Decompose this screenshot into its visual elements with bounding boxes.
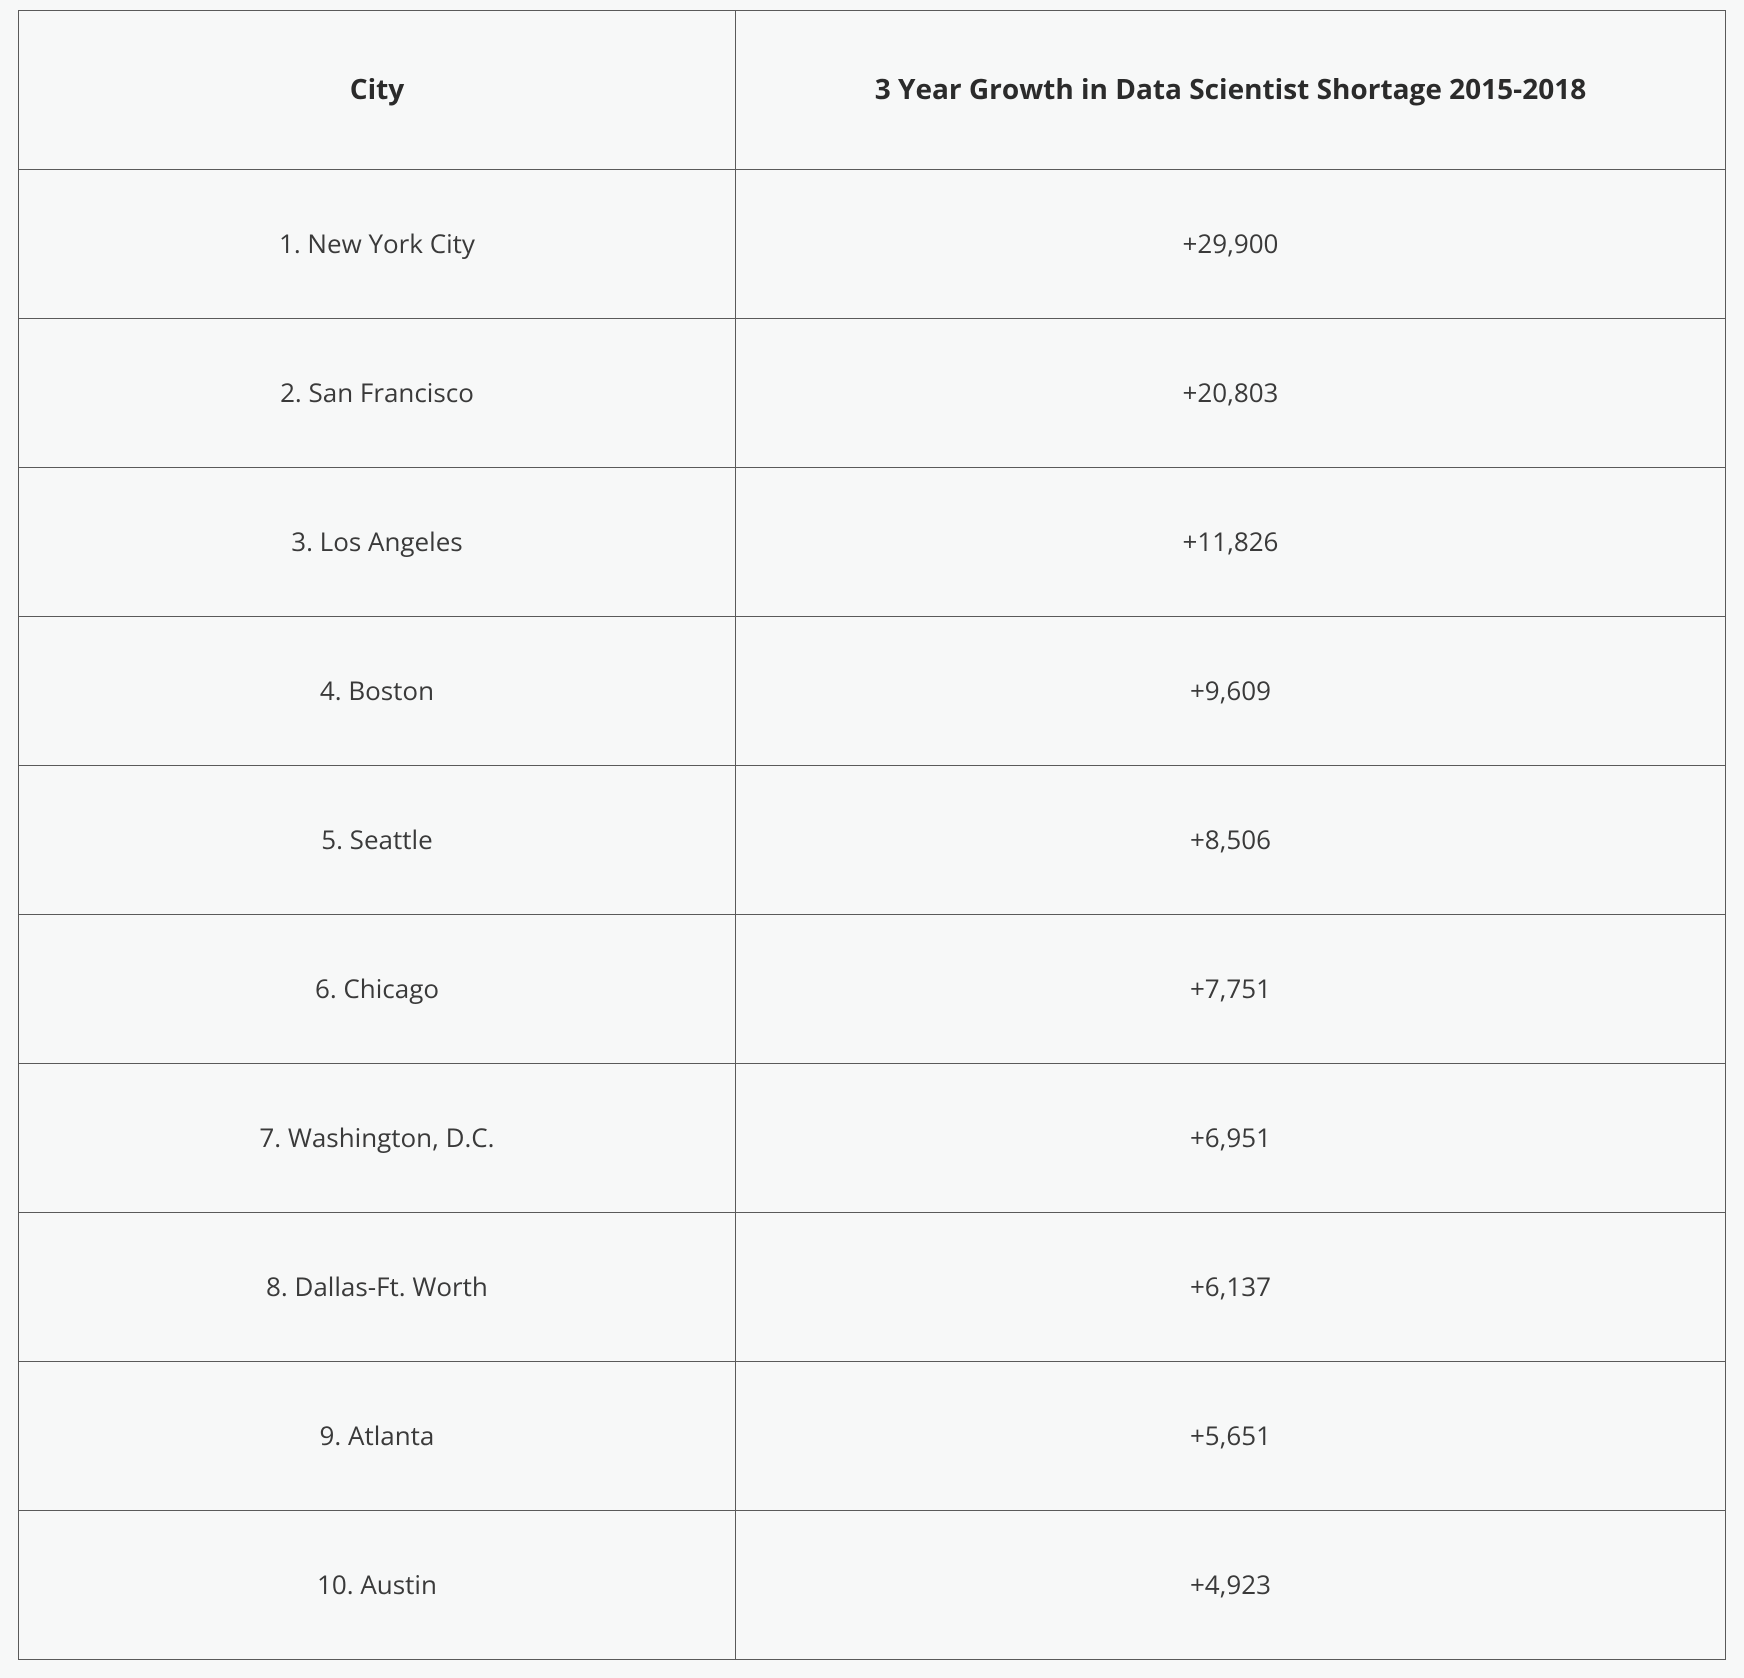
cell-growth: +6,951: [735, 1064, 1725, 1213]
table-row: 9. Atlanta +5,651: [19, 1362, 1726, 1511]
cell-growth: +29,900: [735, 170, 1725, 319]
col-header-city: City: [19, 11, 736, 170]
cell-growth: +9,609: [735, 617, 1725, 766]
table-row: 1. New York City +29,900: [19, 170, 1726, 319]
cell-growth: +20,803: [735, 319, 1725, 468]
table-row: 7. Washington, D.C. +6,951: [19, 1064, 1726, 1213]
cell-city: 2. San Francisco: [19, 319, 736, 468]
cell-city: 9. Atlanta: [19, 1362, 736, 1511]
cell-city: 10. Austin: [19, 1511, 736, 1660]
table-row: 3. Los Angeles +11,826: [19, 468, 1726, 617]
table-row: 4. Boston +9,609: [19, 617, 1726, 766]
cell-city: 7. Washington, D.C.: [19, 1064, 736, 1213]
table-row: 6. Chicago +7,751: [19, 915, 1726, 1064]
cell-city: 8. Dallas-Ft. Worth: [19, 1213, 736, 1362]
table-header-row: City 3 Year Growth in Data Scientist Sho…: [19, 11, 1726, 170]
shortage-table: City 3 Year Growth in Data Scientist Sho…: [18, 10, 1726, 1660]
table-row: 2. San Francisco +20,803: [19, 319, 1726, 468]
cell-city: 1. New York City: [19, 170, 736, 319]
table-row: 5. Seattle +8,506: [19, 766, 1726, 915]
cell-growth: +7,751: [735, 915, 1725, 1064]
cell-city: 3. Los Angeles: [19, 468, 736, 617]
cell-growth: +11,826: [735, 468, 1725, 617]
page-container: City 3 Year Growth in Data Scientist Sho…: [0, 0, 1744, 1678]
cell-growth: +5,651: [735, 1362, 1725, 1511]
cell-city: 5. Seattle: [19, 766, 736, 915]
cell-city: 4. Boston: [19, 617, 736, 766]
cell-growth: +4,923: [735, 1511, 1725, 1660]
table-row: 10. Austin +4,923: [19, 1511, 1726, 1660]
cell-growth: +8,506: [735, 766, 1725, 915]
table-row: 8. Dallas-Ft. Worth +6,137: [19, 1213, 1726, 1362]
cell-city: 6. Chicago: [19, 915, 736, 1064]
cell-growth: +6,137: [735, 1213, 1725, 1362]
col-header-growth: 3 Year Growth in Data Scientist Shortage…: [735, 11, 1725, 170]
